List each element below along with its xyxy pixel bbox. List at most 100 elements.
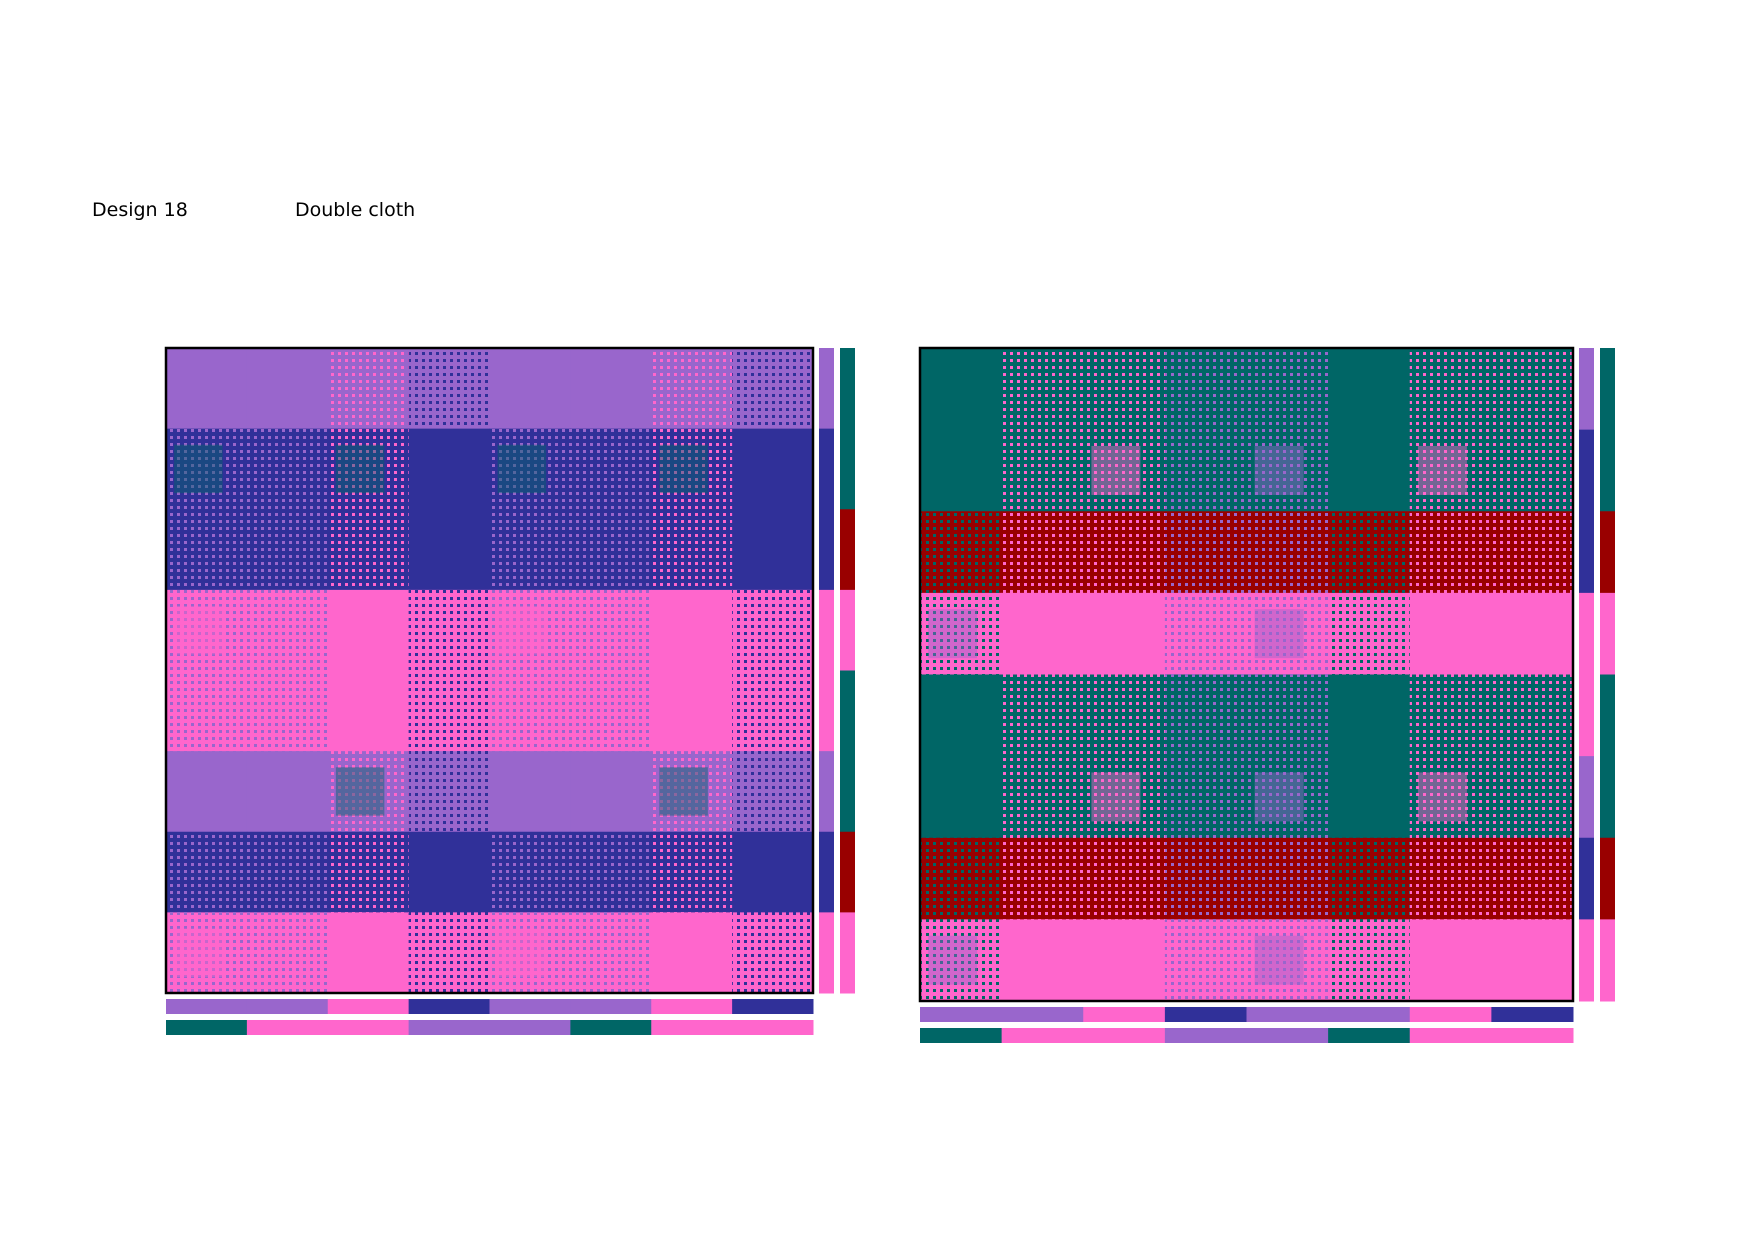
warp-stripe bbox=[920, 1028, 1003, 1043]
weft-stripe bbox=[1600, 674, 1615, 757]
fabric-cell bbox=[489, 589, 571, 671]
float-block bbox=[928, 935, 978, 985]
weft-stripe bbox=[840, 589, 855, 671]
warp-stripe bbox=[1001, 1028, 1084, 1043]
fabric-cell bbox=[166, 670, 248, 752]
fabric-cell bbox=[570, 751, 652, 833]
fabric-cell bbox=[732, 428, 814, 510]
fabric-cell bbox=[1164, 674, 1247, 757]
fabric-cell bbox=[1409, 429, 1492, 512]
fabric-cell bbox=[1246, 348, 1329, 431]
float-block bbox=[1091, 445, 1141, 495]
fabric-cell bbox=[1328, 674, 1411, 757]
weft-stripe bbox=[840, 751, 855, 833]
fabric-cell bbox=[1491, 511, 1574, 594]
warp-stripe bbox=[246, 1020, 329, 1035]
fabric-cell bbox=[166, 831, 248, 913]
weft-stripe bbox=[1600, 919, 1615, 1002]
fabric-cell bbox=[570, 589, 652, 671]
fabric-cell bbox=[1001, 592, 1084, 675]
weft-stripe bbox=[1579, 511, 1594, 594]
fabric-cell bbox=[489, 751, 571, 833]
fabric-cell bbox=[1001, 756, 1084, 839]
fabric-cell bbox=[327, 831, 410, 913]
float-block bbox=[335, 444, 385, 494]
fabric-cell bbox=[166, 348, 248, 430]
fabric-cell bbox=[1083, 674, 1166, 757]
fabric-cell bbox=[327, 912, 410, 994]
fabric-cell bbox=[570, 348, 652, 430]
fabric-cell bbox=[489, 831, 571, 913]
weft-stripe bbox=[819, 589, 834, 671]
fabric-cell bbox=[651, 751, 733, 833]
weft-stripe bbox=[819, 348, 834, 430]
warp-stripe bbox=[732, 999, 814, 1014]
fabric-cell bbox=[920, 837, 1003, 920]
float-block bbox=[335, 767, 385, 816]
fabric-cell bbox=[1328, 429, 1411, 512]
float-block bbox=[1091, 772, 1141, 822]
float-block bbox=[497, 928, 547, 977]
fabric-cell bbox=[1083, 756, 1166, 839]
weft-stripe bbox=[1579, 919, 1594, 1002]
weft-stripe bbox=[1600, 592, 1615, 675]
fabric-cell bbox=[570, 509, 652, 591]
warp-stripe bbox=[166, 1020, 248, 1035]
fabric-cell bbox=[408, 751, 490, 833]
fabric-cell bbox=[651, 831, 733, 913]
fabric-cell bbox=[1001, 919, 1084, 1002]
fabric-cell bbox=[246, 831, 329, 913]
fabric-cell bbox=[1328, 592, 1411, 675]
fabric-cell bbox=[1409, 511, 1492, 594]
fabric-cell bbox=[1409, 756, 1492, 839]
weft-stripe bbox=[840, 509, 855, 591]
fabric-cell bbox=[489, 509, 571, 591]
fabric-cell bbox=[920, 674, 1003, 757]
warp-stripe bbox=[489, 1020, 571, 1035]
fabric-cell bbox=[1083, 511, 1166, 594]
float-block bbox=[1417, 445, 1467, 495]
float-block bbox=[497, 606, 547, 655]
fabric-cell bbox=[1246, 756, 1329, 839]
fabric-cell bbox=[920, 429, 1003, 512]
fabric-cell bbox=[1001, 837, 1084, 920]
weft-stripe bbox=[819, 428, 834, 510]
fabric-cell bbox=[1409, 348, 1492, 431]
design-type: Double cloth bbox=[295, 199, 416, 221]
warp-stripe bbox=[408, 999, 490, 1014]
fabric-cell bbox=[1001, 511, 1084, 594]
float-block bbox=[1417, 772, 1467, 822]
fabric-cell bbox=[1001, 429, 1084, 512]
fabric-cell bbox=[651, 509, 733, 591]
warp-stripe bbox=[1164, 1028, 1247, 1043]
weft-stripe bbox=[840, 912, 855, 994]
fabric-cell bbox=[1491, 348, 1574, 431]
fabric-cell bbox=[732, 509, 814, 591]
panel-border bbox=[164, 346, 815, 995]
fabric-cell bbox=[489, 912, 571, 994]
fabric-cell bbox=[408, 589, 490, 671]
fabric-cell bbox=[166, 912, 248, 994]
warp-stripe bbox=[1083, 1028, 1166, 1043]
fabric-cell bbox=[651, 348, 733, 430]
fabric-cell bbox=[166, 509, 248, 591]
fabric-cell bbox=[651, 670, 733, 752]
fabric-cell bbox=[920, 348, 1003, 431]
warp-stripe bbox=[570, 999, 652, 1014]
fabric-cell bbox=[1083, 592, 1166, 675]
fabric-cell bbox=[1246, 837, 1329, 920]
fabric-cell bbox=[732, 589, 814, 671]
warp-stripe bbox=[1246, 1007, 1329, 1022]
fabric-cell bbox=[1164, 756, 1247, 839]
fabric-cell bbox=[1164, 348, 1247, 431]
fabric-cell bbox=[1328, 919, 1411, 1002]
fabric-cell bbox=[1164, 429, 1247, 512]
fabric-cell bbox=[1491, 592, 1574, 675]
fabric-cell bbox=[166, 589, 248, 671]
warp-stripe bbox=[166, 999, 248, 1014]
fabric-cell bbox=[408, 670, 490, 752]
fabric-cell bbox=[1491, 837, 1574, 920]
float-block bbox=[659, 444, 708, 494]
warp-stripe bbox=[1328, 1007, 1411, 1022]
